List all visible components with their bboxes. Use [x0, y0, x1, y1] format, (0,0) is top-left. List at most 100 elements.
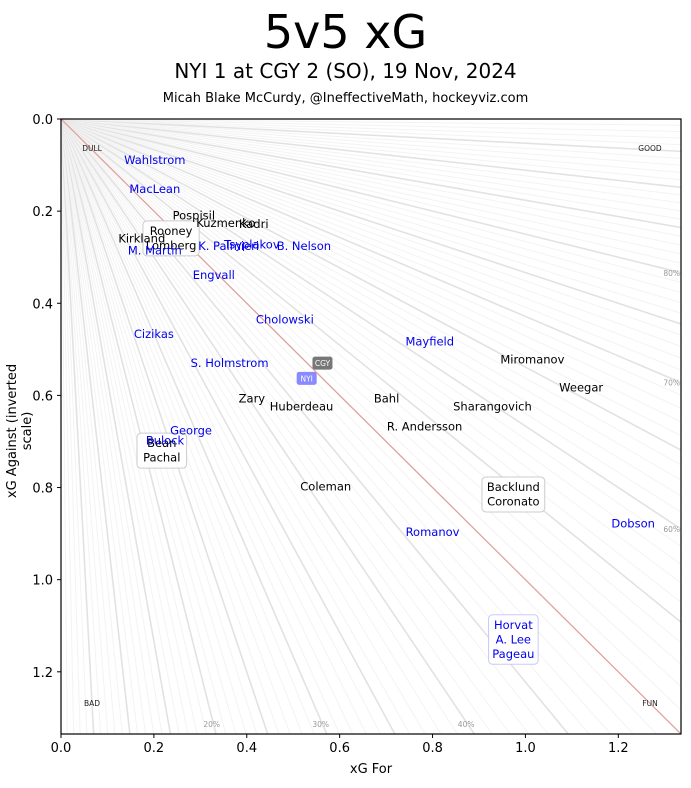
team-marker-nyi [296, 371, 317, 385]
player-label: Zary [239, 392, 266, 406]
pct-line [61, 119, 681, 497]
pct-line [61, 119, 681, 359]
pct-line [61, 119, 530, 734]
pct-label: 20% [203, 720, 220, 729]
pct-line [61, 119, 341, 734]
pct-line [61, 119, 396, 734]
chart-marks: 20% 30% 40% 60% 70% 80% DULL GOOD BAD FUN RooneyLo… [82, 144, 680, 729]
pct-line [61, 119, 426, 734]
player-label: Weegar [559, 381, 603, 395]
player-label: Miromanov [500, 352, 564, 366]
pct-line [61, 119, 681, 666]
pct-line [61, 119, 131, 734]
player-label: M. Martin [128, 243, 182, 257]
pct-line [61, 119, 549, 734]
player-label: Pospisil [173, 208, 215, 222]
pct-line [61, 119, 458, 734]
pct-line [61, 119, 681, 466]
pct-line [61, 119, 476, 734]
pct-line [61, 119, 681, 624]
player-label: Pageau [492, 647, 534, 661]
player-label: R. Andersson [387, 419, 462, 433]
pct-label: 40% [458, 720, 475, 729]
x-tick-label: 0.2 [144, 741, 165, 756]
player-label: Rooney [150, 224, 193, 238]
plot-frame [60, 118, 682, 735]
pct-line [61, 119, 315, 734]
x-tick-label: 0.0 [51, 741, 72, 756]
pct-line [61, 119, 681, 513]
pct-line [61, 119, 681, 314]
pct-line [61, 119, 634, 734]
player-label: Kirkland [118, 231, 165, 245]
player-label: Bulock [146, 434, 185, 448]
pct-line [61, 119, 442, 734]
pct-line [61, 119, 280, 734]
pct-line [61, 119, 681, 688]
pct-line [61, 119, 217, 734]
corner-label-fun: FUN [642, 699, 657, 708]
group-box [136, 432, 188, 469]
y-tick-label: 0.0 [32, 113, 53, 128]
pct-line [61, 119, 681, 452]
pct-line [61, 119, 381, 734]
player-label: Bahl [374, 392, 399, 406]
y-tick-label: 0.8 [32, 482, 53, 497]
pct-label: 60% [663, 525, 680, 534]
x-tick-label: 0.4 [236, 741, 257, 756]
credit-line: Micah Blake McCurdy, @IneffectiveMath, h… [162, 91, 529, 106]
pct-line [61, 119, 237, 734]
pct-line [61, 119, 681, 711]
y-tick-label: 0.4 [32, 297, 53, 312]
player-label: Wahlstrom [124, 153, 185, 167]
pct-line [61, 119, 570, 734]
pct-line [61, 119, 681, 603]
player-label: Tsyplakov [223, 237, 280, 251]
pct-line [61, 119, 681, 384]
player-label: K. Palmieri [198, 239, 259, 253]
x-tick-label: 1.2 [608, 741, 629, 756]
player-label: George [170, 423, 212, 437]
pct-label: 30% [312, 720, 329, 729]
pct-line [61, 119, 681, 481]
player-label: Romanov [406, 525, 460, 539]
team-label: CGY [315, 359, 331, 368]
pct-line [61, 119, 681, 336]
y-axis-label: xG Against (inverted scale) [5, 363, 35, 499]
pct-line [61, 119, 681, 530]
pct-line [61, 119, 681, 347]
player-label: B. Nelson [277, 239, 331, 253]
pct-line [61, 119, 681, 304]
group-box [481, 476, 546, 513]
pct-line [61, 119, 681, 274]
player-label: Cizikas [134, 327, 174, 341]
pct-label: 70% [663, 379, 680, 388]
x-tick-label: 0.8 [422, 741, 443, 756]
pct-line [61, 119, 258, 734]
player-label: MacLean [129, 182, 180, 196]
x-axis-label: xG For [349, 762, 393, 777]
percentage-lines [61, 119, 681, 734]
corner-label-bad: BAD [84, 699, 100, 708]
pct-line [61, 119, 511, 734]
player-label: Kadri [239, 217, 269, 231]
pct-line [61, 119, 354, 734]
game-subtitle: NYI 1 at CGY 2 (SO), 19 Nov, 2024 [174, 59, 517, 83]
player-label: Bean [147, 436, 176, 450]
x-tick-label: 0.6 [329, 741, 350, 756]
player-label: Engvall [193, 268, 235, 282]
axes: 0.0 0.2 0.4 0.6 0.8 1.0 1.2 0.0 0.2 0.4 0.6 0.8 1.0 1… [32, 113, 628, 756]
chart-title: 5v5 xG [263, 5, 428, 59]
player-label: Cholowski [256, 312, 314, 326]
pct-line [61, 119, 227, 734]
pct-line [61, 119, 658, 734]
y-tick-label: 1.0 [32, 574, 53, 589]
player-label: A. Lee [496, 632, 531, 646]
pct-line [61, 119, 681, 437]
pct-line [61, 119, 590, 734]
pct-line [61, 119, 681, 584]
pct-line [61, 119, 681, 371]
group-box [142, 220, 200, 257]
y-tick-label: 0.2 [32, 205, 53, 220]
